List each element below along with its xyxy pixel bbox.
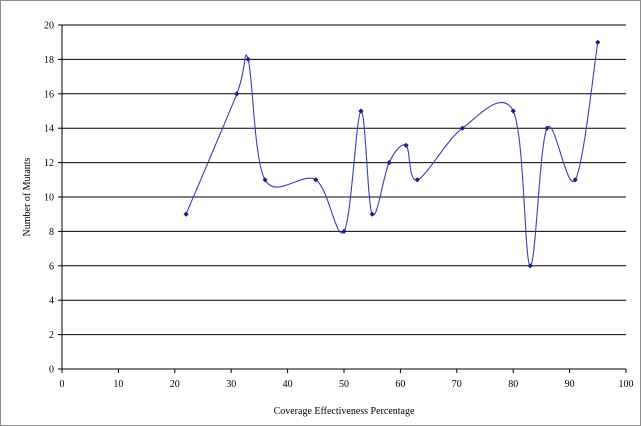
x-tick-label: 60 [395, 379, 405, 390]
data-point [414, 177, 420, 183]
data-point [183, 211, 189, 217]
y-tick-label: 6 [49, 261, 54, 272]
series-group [185, 42, 599, 267]
data-point [262, 177, 268, 183]
series-line [185, 42, 599, 267]
y-tick-label: 20 [44, 21, 54, 32]
y-tick-label: 12 [44, 158, 54, 169]
y-tick-label: 14 [44, 124, 54, 135]
x-tick-label: 20 [170, 379, 180, 390]
y-tick-label: 10 [44, 193, 54, 204]
data-point [572, 177, 578, 183]
x-tick-label: 40 [283, 379, 293, 390]
y-tick-label: 4 [49, 296, 54, 307]
data-point [527, 263, 533, 269]
y-tick-label: 16 [44, 89, 54, 100]
data-point [459, 125, 466, 131]
data-point [358, 108, 364, 114]
x-tick-label: 100 [619, 379, 634, 390]
y-tick-label: 18 [44, 55, 54, 66]
data-point [341, 228, 347, 234]
data-point [386, 160, 392, 166]
data-point [510, 108, 516, 114]
x-tick-label: 80 [508, 379, 518, 390]
y-axis-label: Number of Mutants [22, 157, 33, 236]
x-tick-label: 10 [113, 379, 123, 390]
y-tick-labels: 0 2 4 6 8 10 12 14 16 18 20 [44, 21, 54, 376]
data-point [403, 142, 409, 148]
data-point [313, 177, 319, 183]
x-tick-label: 90 [565, 379, 575, 390]
x-tick-labels: 0 10 20 30 40 50 60 70 80 90 100 [60, 379, 634, 390]
y-tick-label: 8 [49, 227, 54, 238]
gridlines [62, 24, 626, 336]
y-tick-label: 2 [49, 330, 54, 341]
data-point [234, 91, 240, 97]
x-tick-label: 70 [452, 379, 462, 390]
data-point [544, 125, 550, 131]
data-point [245, 56, 251, 62]
markers-group [183, 39, 601, 269]
x-tick-label: 0 [60, 379, 65, 390]
x-tick-label: 30 [226, 379, 236, 390]
y-tick-label: 0 [49, 365, 54, 376]
x-tick-label: 50 [339, 379, 349, 390]
data-point [369, 211, 375, 217]
data-point [595, 39, 601, 45]
axes [58, 24, 627, 373]
x-axis-label: Coverage Effectiveness Percentage [274, 406, 415, 417]
